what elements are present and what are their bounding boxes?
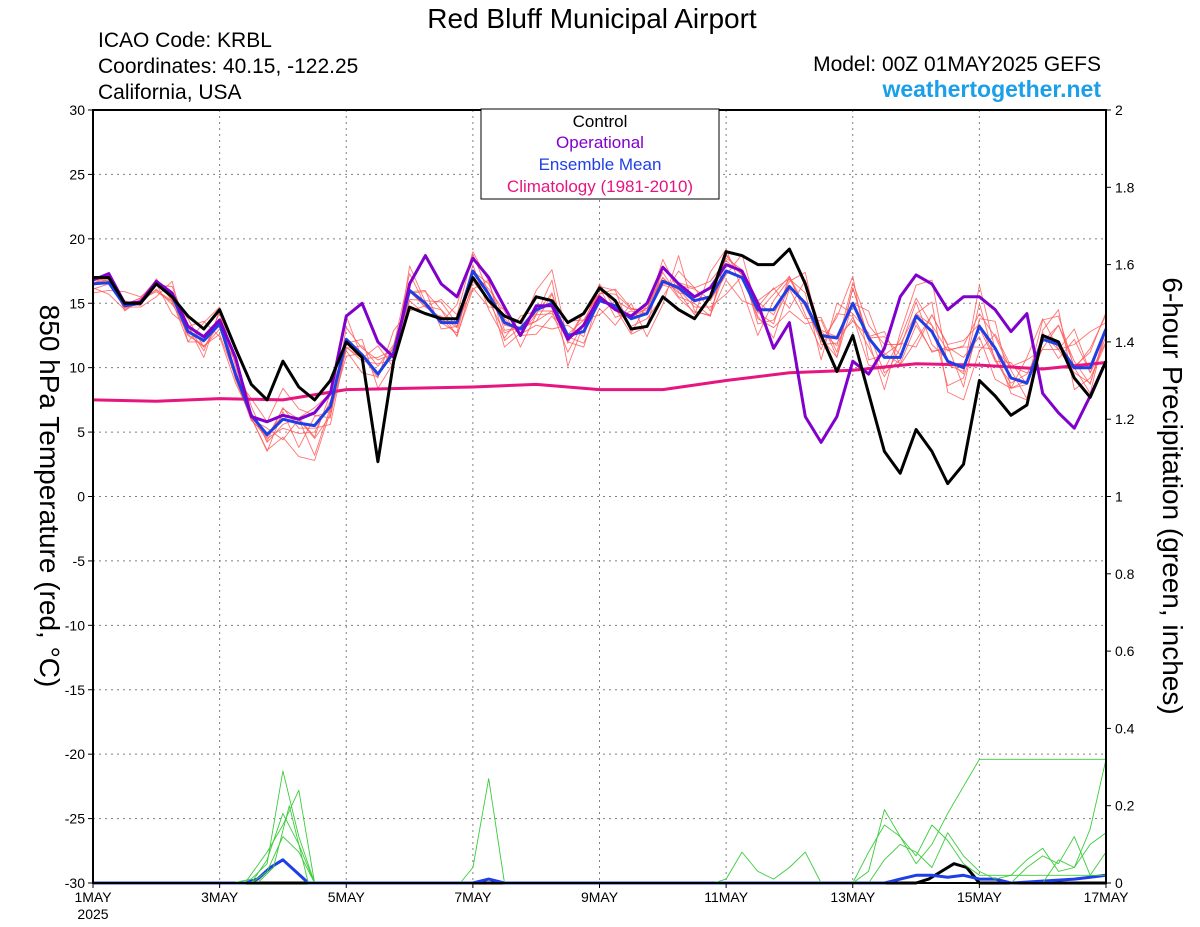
coordinates: Coordinates: 40.15, -122.25 <box>98 55 358 78</box>
site-link[interactable]: weathertogether.net <box>881 76 1101 102</box>
precip-mean-line <box>93 858 1107 885</box>
icao-code: ICAO Code: KRBL <box>98 29 272 52</box>
y2-tick-label: 1.2 <box>1115 411 1135 427</box>
x-tick-label: 3MAY <box>201 889 239 905</box>
y-tick-label: 10 <box>69 360 85 376</box>
legend-item-operational: Operational <box>556 133 644 152</box>
control-line <box>93 247 1108 486</box>
y2-axis-label: 6-hour Precipitation (green, inches) <box>1157 277 1188 714</box>
x-tick-label: 15MAY <box>957 889 1003 905</box>
y-tick-label: -20 <box>65 746 85 762</box>
chart-title: Red Bluff Municipal Airport <box>427 3 757 34</box>
climatology-line <box>92 361 1107 403</box>
y2-tick-label: 2 <box>1115 102 1123 118</box>
y2-tick-label: 1.4 <box>1115 334 1135 350</box>
x-tick-label: 7MAY <box>454 889 492 905</box>
x-axis-ticks: 1MAY2025 3MAY 5MAY 7MAY 9MAY 11MAY 13MAY 15MAY 1… <box>74 883 1129 922</box>
y-tick-label: -25 <box>65 811 85 827</box>
y-tick-label: 30 <box>69 102 85 118</box>
x-tick-label: 17MAY <box>1084 889 1130 905</box>
y2-axis-ticks: 0 0.2 0.4 0.6 0.8 1 1.2 1.4 1.6 1.8 2 <box>1106 102 1135 891</box>
y2-tick-label: 0.2 <box>1115 798 1135 814</box>
region: California, USA <box>98 81 242 104</box>
x-tick-label: 9MAY <box>581 889 619 905</box>
y-tick-label: -10 <box>65 617 85 633</box>
y-tick-label: 25 <box>69 166 85 182</box>
y2-tick-label: 0 <box>1115 875 1123 891</box>
x-tick-label: 13MAY <box>830 889 876 905</box>
legend-item-control: Control <box>573 112 628 131</box>
main-series <box>92 247 1108 486</box>
x-tick-label: 1MAY <box>74 889 112 905</box>
precip-member-line <box>93 836 1107 884</box>
legend: Control Operational Ensemble Mean Climat… <box>480 108 720 200</box>
y-tick-label: 0 <box>77 489 85 505</box>
x-tick-label: 11MAY <box>704 889 748 905</box>
legend-box <box>480 108 720 200</box>
precip-member-line <box>93 809 1106 884</box>
y-tick-label: -30 <box>65 875 85 891</box>
x-tick-label: 5MAY <box>328 889 366 905</box>
y2-tick-label: 1 <box>1115 489 1123 505</box>
member-line <box>92 257 1107 441</box>
y-axis-ticks: -30 -25 -20 -15 -10 -5 0 5 10 15 20 25 30 <box>65 102 93 891</box>
precip-member-line <box>93 851 1106 884</box>
precip-member-line <box>93 759 1107 884</box>
x-tick-year: 2025 <box>77 906 108 922</box>
ensemble-mean-line <box>92 269 1108 437</box>
y-axis-label: 850 hPa Temperature (red, °C) <box>34 305 65 688</box>
y-tick-label: 5 <box>77 424 85 440</box>
y-tick-label: -15 <box>65 682 85 698</box>
precip-member-line <box>93 758 1106 884</box>
y2-tick-label: 1.8 <box>1115 179 1135 195</box>
y-tick-label: -5 <box>73 553 86 569</box>
legend-item-climatology: Climatology (1981-2010) <box>507 177 693 196</box>
y2-tick-label: 1.6 <box>1115 257 1135 273</box>
y-tick-label: 15 <box>69 295 85 311</box>
y2-tick-label: 0.4 <box>1115 720 1135 736</box>
y2-tick-label: 0.6 <box>1115 643 1135 659</box>
operational-line <box>92 254 1108 444</box>
y2-tick-label: 0.8 <box>1115 566 1135 582</box>
model-run: Model: 00Z 01MAY2025 GEFS <box>813 53 1101 76</box>
y-tick-label: 20 <box>69 231 85 247</box>
legend-item-ensemble-mean: Ensemble Mean <box>539 155 662 174</box>
